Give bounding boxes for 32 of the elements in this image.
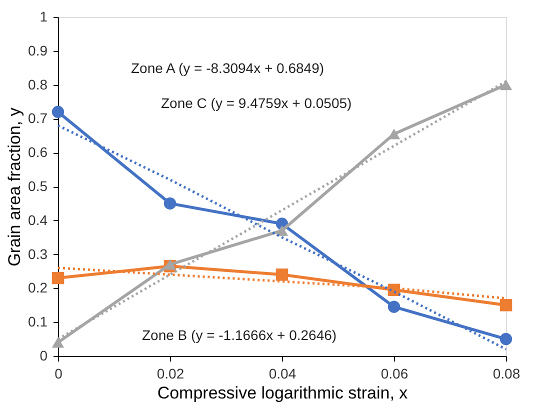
y-tick-label: 0.1 (28, 314, 48, 330)
y-tick-label: 1 (40, 8, 48, 24)
annotation: Zone C (y = 9.4759x + 0.0505) (161, 95, 352, 111)
annotation: Zone A (y = -8.3094x + 0.6849) (131, 60, 324, 76)
y-axis-title: Grain area fraction, y (5, 107, 24, 266)
y-tick-label: 0.5 (28, 178, 48, 194)
x-tick-label: 0.06 (380, 366, 408, 382)
x-tick-label: 0.08 (492, 366, 520, 382)
y-tick-label: 0.4 (28, 212, 48, 228)
point (276, 268, 288, 281)
point (276, 225, 288, 236)
x-axis-title: Compressive logarithmic strain, x (157, 384, 408, 402)
point (164, 259, 176, 270)
point (500, 332, 512, 346)
point (52, 337, 64, 348)
y-tick-label: 0.8 (28, 76, 48, 92)
y-tick-label: 0.6 (28, 144, 48, 160)
y-tick-label: 0.9 (28, 42, 48, 58)
point (500, 299, 512, 312)
annotation: Zone B (y = -1.1666x + 0.2646) (142, 327, 337, 343)
x-tick-label: 0.04 (268, 366, 296, 382)
y-tick-label: 0.7 (28, 110, 48, 126)
point (164, 197, 176, 210)
point (500, 79, 512, 90)
y-tick-label: 0.2 (28, 280, 48, 296)
y-tick-label: 0 (40, 348, 48, 364)
point (52, 106, 64, 118)
x-tick-label: 0 (54, 366, 63, 382)
x-tick-label: 0.02 (156, 366, 184, 382)
point (52, 272, 64, 284)
y-tick-label: 0.3 (28, 246, 48, 262)
point (388, 300, 400, 313)
